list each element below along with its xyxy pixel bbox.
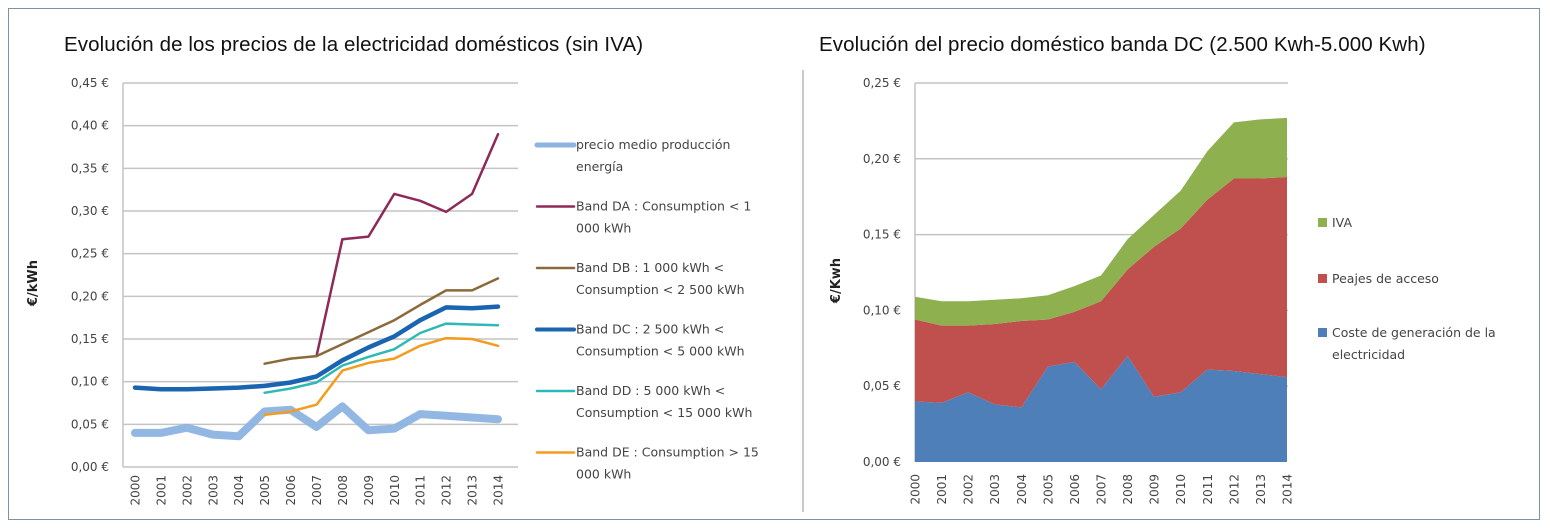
left-series-line-3 <box>132 304 501 392</box>
right-chart-y-tick-label: 0,15 € <box>863 228 901 242</box>
chart-divider <box>802 70 804 512</box>
right-chart-y-axis-label: €/Kwh <box>829 258 844 304</box>
left-series-line-0 <box>131 402 502 441</box>
right-chart-x-tick-label: 2012 <box>1227 474 1241 505</box>
left-legend-label: Band DA : Consumption < 1 <box>576 199 751 214</box>
left-chart-y-tick-label: 0,35 € <box>71 161 109 175</box>
left-legend-label: Consumption < 15 000 kWh <box>576 405 752 420</box>
left-legend-label: Band DC : 2 500 kWh < <box>576 322 724 337</box>
right-area-2 <box>915 117 1287 326</box>
left-chart-x-tick-label: 2001 <box>154 475 168 506</box>
right-chart-y-tick-label: 0,05 € <box>863 379 901 393</box>
left-chart-x-tick-label: 2004 <box>232 475 246 506</box>
left-chart-x-tick-label: 2014 <box>492 475 506 506</box>
left-chart-x-tick-label: 2006 <box>284 475 298 506</box>
right-area-1 <box>915 177 1287 408</box>
right-chart-y-tick-label: 0,10 € <box>863 303 901 317</box>
left-chart-y-tick-label: 0,15 € <box>71 332 109 346</box>
left-legend-label: Band DE : Consumption > 15 <box>576 445 759 460</box>
right-chart-y-tick-label: 0,00 € <box>863 455 901 469</box>
right-legend-swatch <box>1318 328 1327 337</box>
right-legend-swatch <box>1318 274 1327 283</box>
left-legend-label: Consumption < 2 500 kWh <box>576 282 745 297</box>
left-chart-x-tick-label: 2007 <box>310 475 324 506</box>
left-legend-label: Band DD : 5 000 kWh < <box>576 383 725 398</box>
left-series-line-1 <box>315 132 500 358</box>
left-chart-x-tick-label: 2000 <box>129 475 143 506</box>
right-legend-label: electricidad <box>1332 347 1405 362</box>
right-chart-x-tick-label: 2013 <box>1254 474 1268 505</box>
right-chart-title: Evolución del precio doméstico banda DC … <box>819 33 1426 56</box>
right-legend-swatch <box>1318 218 1327 227</box>
left-chart-y-tick-label: 0,40 € <box>71 119 109 133</box>
left-chart-x-tick-label: 2008 <box>336 475 350 506</box>
left-legend-label: 000 kWh <box>576 221 631 236</box>
right-chart-x-tick-label: 2008 <box>1121 474 1135 505</box>
right-chart-x-tick-label: 2009 <box>1148 474 1162 505</box>
left-chart-y-tick-label: 0,45 € <box>71 76 109 90</box>
left-series-line-2 <box>263 277 500 365</box>
left-legend-label: precio medio producción <box>576 137 730 152</box>
right-chart-y-tick-label: 0,25 € <box>863 76 901 90</box>
right-chart-x-tick-label: 2014 <box>1281 474 1295 505</box>
left-chart-y-tick-label: 0,10 € <box>71 375 109 389</box>
right-chart-y-tick-label: 0,20 € <box>863 152 901 166</box>
right-legend-label: IVA <box>1332 215 1352 230</box>
left-series-line-5 <box>263 336 500 417</box>
left-chart-x-tick-label: 2003 <box>206 475 220 506</box>
left-chart-x-tick-label: 2011 <box>414 475 428 506</box>
left-chart-x-tick-label: 2002 <box>180 475 194 506</box>
left-chart-x-tick-label: 2013 <box>466 475 480 506</box>
right-chart-x-tick-label: 2003 <box>988 474 1002 505</box>
right-legend-label: Coste de generación de la <box>1332 325 1496 340</box>
right-chart-x-tick-label: 2010 <box>1174 474 1188 505</box>
left-chart-x-tick-label: 2005 <box>258 475 272 506</box>
left-chart-y-tick-label: 0,05 € <box>71 417 109 431</box>
left-chart-x-tick-label: 2012 <box>440 475 454 506</box>
right-chart-x-tick-label: 2001 <box>935 474 949 505</box>
left-chart-x-tick-label: 2009 <box>362 475 376 506</box>
right-chart-x-tick-label: 2005 <box>1041 474 1055 505</box>
left-chart-y-tick-label: 0,25 € <box>71 247 109 261</box>
left-legend-label: 000 kWh <box>576 467 631 482</box>
left-legend-label: energía <box>576 159 623 174</box>
right-chart-x-tick-label: 2007 <box>1095 474 1109 505</box>
left-chart-title: Evolución de los precios de la electrici… <box>64 33 644 56</box>
right-chart-x-tick-label: 2000 <box>909 474 923 505</box>
right-chart-x-tick-label: 2006 <box>1068 474 1082 505</box>
right-legend-label: Peajes de acceso <box>1332 271 1439 286</box>
left-chart-y-tick-label: 0,20 € <box>71 289 109 303</box>
right-chart-x-tick-label: 2011 <box>1201 474 1215 505</box>
left-legend-label: Consumption < 5 000 kWh <box>576 344 745 359</box>
left-series-line-4 <box>263 322 500 395</box>
left-chart-y-tick-label: 0,00 € <box>71 460 109 474</box>
right-chart-x-tick-label: 2002 <box>962 474 976 505</box>
left-chart-x-tick-label: 2010 <box>388 475 402 506</box>
left-chart-y-axis-label: €/kWh <box>26 260 41 307</box>
right-area-0 <box>915 355 1287 462</box>
left-legend-label: Band DB : 1 000 kWh < <box>576 260 724 275</box>
left-chart-y-tick-label: 0,30 € <box>71 204 109 218</box>
right-chart-x-tick-label: 2004 <box>1015 474 1029 505</box>
